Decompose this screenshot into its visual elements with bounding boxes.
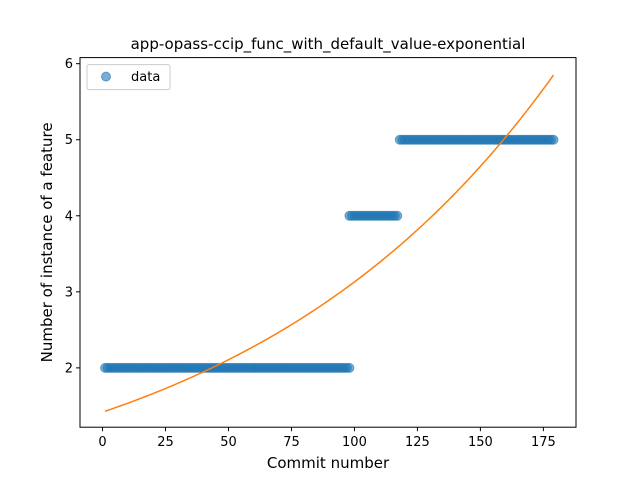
data-point: [344, 362, 355, 373]
x-tick-label: 175: [531, 435, 556, 450]
x-axis: 0 25 50 75 100 125 150 175: [98, 427, 556, 450]
y-tick-label: 2: [65, 361, 73, 376]
axes-frame: [79, 57, 577, 428]
chart-title: app-opass-ccip_func_with_default_value-e…: [131, 35, 526, 54]
legend-box: [86, 64, 171, 91]
data-point: [392, 210, 403, 221]
x-tick-label: 75: [283, 435, 300, 450]
legend: data: [86, 64, 171, 91]
x-axis-label: Commit number: [267, 454, 390, 472]
data-point: [548, 134, 559, 145]
legend-marker-data: [101, 71, 111, 82]
x-tick-label: 150: [468, 435, 493, 450]
y-tick-label: 3: [65, 285, 73, 300]
y-axis-label: Number of instance of a feature: [38, 122, 56, 362]
x-tick-label: 125: [405, 435, 430, 450]
y-axis: 2 3 4 5 6: [65, 57, 80, 376]
legend-label-data: data: [131, 70, 160, 85]
x-tick-label: 100: [342, 435, 367, 450]
y-tick-label: 5: [65, 133, 73, 148]
y-tick-label: 6: [65, 57, 73, 72]
x-tick-label: 25: [157, 435, 174, 450]
x-tick-label: 50: [220, 435, 237, 450]
x-tick-label: 0: [98, 435, 106, 450]
exponential-fit-line: [104, 74, 555, 412]
y-tick-label: 4: [65, 209, 73, 224]
